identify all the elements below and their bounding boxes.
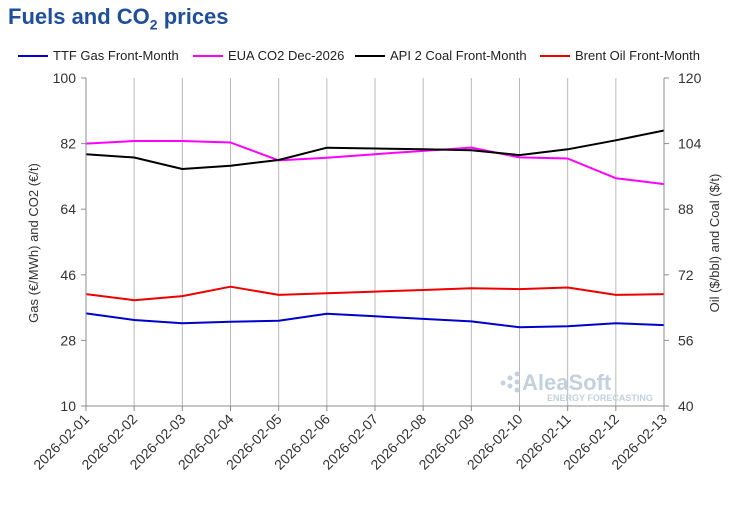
y-right-tick-label: 72 (678, 267, 694, 283)
y-left-tick-label: 82 (60, 136, 76, 152)
legend-label: API 2 Coal Front-Month (390, 48, 527, 63)
grid-lines (133, 78, 617, 406)
series-line (85, 285, 665, 302)
watermark: AleaSoft ENERGY FORECASTING (500, 370, 653, 403)
aleasoft-logo-icon (500, 371, 520, 393)
y-right-tick-label: 40 (678, 398, 694, 414)
y-left-tick-label: 46 (60, 267, 76, 283)
legend-label: Brent Oil Front-Month (575, 48, 700, 63)
legend: TTF Gas Front-Month EUA CO2 Dec-2026 API 2… (18, 48, 700, 63)
axes: 1028466482100405672881041202026-02-01202… (30, 70, 701, 473)
series-line (85, 129, 665, 170)
y-left-tick-label: 64 (60, 201, 76, 217)
watermark-tagline: ENERGY FORECASTING (547, 393, 653, 403)
y-right-tick-label: 104 (678, 136, 702, 152)
title-end: prices (157, 4, 229, 29)
y-left-tick-label: 10 (60, 398, 76, 414)
y-axis-left-title: Gas (€/MWh) and CO2 (€/t) (26, 163, 41, 323)
title-subscript: 2 (149, 16, 158, 33)
y-right-tick-label: 56 (678, 332, 694, 348)
chart-title: Fuels and CO2 prices (8, 4, 229, 32)
legend-label: EUA CO2 Dec-2026 (228, 48, 344, 63)
y-right-tick-label: 120 (678, 70, 702, 86)
series-lines (85, 129, 665, 329)
legend-label: TTF Gas Front-Month (53, 48, 179, 63)
y-left-tick-label: 28 (60, 332, 76, 348)
series-line (85, 312, 665, 329)
title-main: Fuels and CO (8, 4, 150, 29)
y-right-tick-label: 88 (678, 201, 694, 217)
series-line (85, 140, 665, 186)
y-axis-right-title: Oil ($/bbl) and Coal ($/t) (707, 174, 722, 313)
y-left-tick-label: 100 (53, 70, 77, 86)
watermark-brand: AleaSoft (522, 370, 612, 395)
